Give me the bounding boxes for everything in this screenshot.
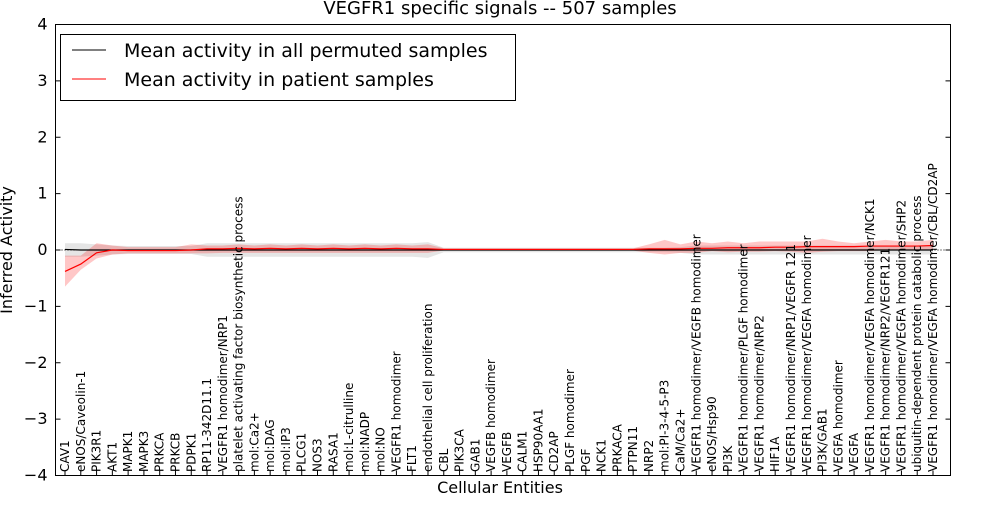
x-axis: CAV1 eNOS/Caveolin-1 PIK3R1 AKT1 MAPK1 MAPK3 P… xyxy=(58,163,940,476)
x-tick-label: CALM1 xyxy=(516,431,530,472)
x-tick-label: VEGFB xyxy=(500,432,514,472)
band-patient xyxy=(65,238,933,287)
x-tick-label: NCK1 xyxy=(595,439,609,472)
x-tick-label: VEGFA homodimer xyxy=(831,360,845,472)
x-tick-label: VEGFR1 homodimer/NRP2/VEGFR121 xyxy=(879,248,893,472)
x-tick-label: endothelial cell proliferation xyxy=(421,304,435,472)
x-tick-label: mol:IP3 xyxy=(279,427,293,472)
x-tick-label: eNOS/Caveolin-1 xyxy=(74,371,88,472)
x-tick-label: VEGFR1 homodimer/NRP1 xyxy=(216,315,230,472)
x-tick-label: RP11-342D11.1 xyxy=(200,378,214,472)
x-tick-label: PRKCB xyxy=(168,433,182,472)
x-tick-label: CaM/Ca2+ xyxy=(673,408,687,472)
x-tick-label: VEGFR1 homodimer/NRP2 xyxy=(752,315,766,472)
x-tick-label: platelet activating factor biosynthetic … xyxy=(232,196,246,472)
chart-title: VEGFR1 specific signals -- 507 samples xyxy=(323,0,676,19)
x-tick-label: PTPN11 xyxy=(626,426,640,472)
y-tick-label: 4 xyxy=(37,15,47,34)
x-tick-label: PRKCA xyxy=(153,432,167,472)
x-tick-label: PI3K/GAB1 xyxy=(816,408,830,472)
x-tick-label: mol:NO xyxy=(374,427,388,472)
x-tick-label: ubiquitin-dependent protein catabolic pr… xyxy=(910,196,924,472)
x-tick-label: RASA1 xyxy=(326,432,340,472)
x-tick-label: CAV1 xyxy=(58,440,72,472)
series-lines xyxy=(55,244,951,272)
y-tick-label: 3 xyxy=(37,71,47,90)
legend-label-permuted: Mean activity in all permuted samples xyxy=(124,40,487,62)
x-tick-label: CBL xyxy=(437,448,451,472)
x-tick-label: HSP90AA1 xyxy=(531,408,545,472)
x-tick-label: PGF xyxy=(579,448,593,472)
x-tick-label: PI3K xyxy=(721,445,735,472)
y-tick-label: −3 xyxy=(24,409,48,428)
x-tick-label: PIK3R1 xyxy=(90,430,104,472)
x-tick-label: PLCG1 xyxy=(295,433,309,472)
y-tick-label: −4 xyxy=(24,466,48,485)
x-tick-label: PLGF homodimer xyxy=(563,369,577,472)
x-tick-label: PDPK1 xyxy=(184,433,198,472)
y-tick-label: −1 xyxy=(24,296,48,315)
x-tick-label: VEGFR1 homodimer/VEGFA homodimer/SHP2 xyxy=(894,200,908,472)
x-tick-label: NOS3 xyxy=(311,438,325,472)
x-tick-label: PRKACA xyxy=(610,423,624,472)
x-tick-label: mol:NADP xyxy=(358,412,372,472)
x-tick-label: mol:Ca2+ xyxy=(247,412,261,472)
x-tick-label: MAPK1 xyxy=(121,431,135,472)
x-tick-label: mol:DAG xyxy=(263,419,277,472)
x-tick-label: FLT1 xyxy=(405,445,419,472)
y-tick-label: −2 xyxy=(24,353,48,372)
x-tick-label: GAB1 xyxy=(468,439,482,472)
series-line-patient xyxy=(64,244,934,272)
x-tick-label: MAPK3 xyxy=(137,431,151,472)
x-tick-label: PIK3CA xyxy=(453,428,467,472)
x-tick-label: VEGFR1 homodimer/PLGF homodimer xyxy=(737,244,751,472)
legend-box xyxy=(60,34,516,101)
x-tick-label: NRP2 xyxy=(642,440,656,472)
x-tick-label: mol:PI-3-4-5-P3 xyxy=(658,380,672,472)
x-axis-title: Cellular Entities xyxy=(437,478,563,497)
x-tick-label: VEGFR1 homodimer xyxy=(389,351,403,472)
x-tick-label: VEGFR1 homodimer/VEGFA homodimer/CBL/CD2… xyxy=(926,163,940,472)
x-tick-label: VEGFB homodimer xyxy=(484,359,498,472)
x-tick-label: eNOS/Hsp90 xyxy=(705,396,719,472)
x-tick-label: CD2AP xyxy=(547,431,561,472)
y-axis: 4 3 2 1 0 −1 −2 −3 −4 xyxy=(24,15,951,485)
y-tick-label: 1 xyxy=(37,184,47,203)
x-tick-label: VEGFR1 homodimer/VEGFB homodimer xyxy=(689,234,703,472)
x-tick-label: VEGFR1 homodimer/NRP1/VEGFR 121 xyxy=(784,244,798,472)
y-tick-label: 0 xyxy=(37,240,47,259)
y-axis-title: Inferred Activity xyxy=(0,186,16,314)
x-tick-label: VEGFR1 homodimer/VEGFA homodimer/NCK1 xyxy=(863,198,877,472)
x-tick-label: HIF1A xyxy=(768,436,782,472)
x-tick-label: AKT1 xyxy=(105,442,119,472)
legend: Mean activity in all permuted samples Me… xyxy=(60,34,516,101)
y-tick-label: 2 xyxy=(37,127,47,146)
x-tick-label: VEGFR1 homodimer/VEGFA homodimer xyxy=(800,235,814,472)
legend-label-patient: Mean activity in patient samples xyxy=(124,69,434,91)
x-tick-label: VEGFA xyxy=(847,432,861,472)
x-tick-label: mol:L-citrulline xyxy=(342,383,356,472)
